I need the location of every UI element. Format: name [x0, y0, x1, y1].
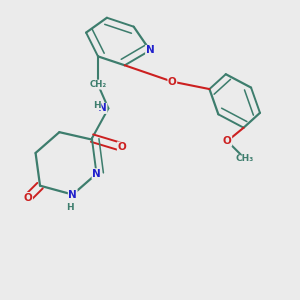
Text: N: N [92, 169, 101, 179]
Text: O: O [223, 136, 232, 146]
Text: N: N [98, 103, 107, 113]
Text: O: O [117, 142, 126, 152]
Text: CH₃: CH₃ [236, 154, 254, 164]
Text: H: H [93, 101, 101, 110]
Text: CH₂: CH₂ [89, 80, 106, 89]
Text: O: O [168, 76, 177, 87]
Text: N: N [68, 190, 77, 200]
Text: O: O [24, 193, 32, 202]
Text: N: N [146, 45, 154, 56]
Text: H: H [67, 202, 74, 211]
